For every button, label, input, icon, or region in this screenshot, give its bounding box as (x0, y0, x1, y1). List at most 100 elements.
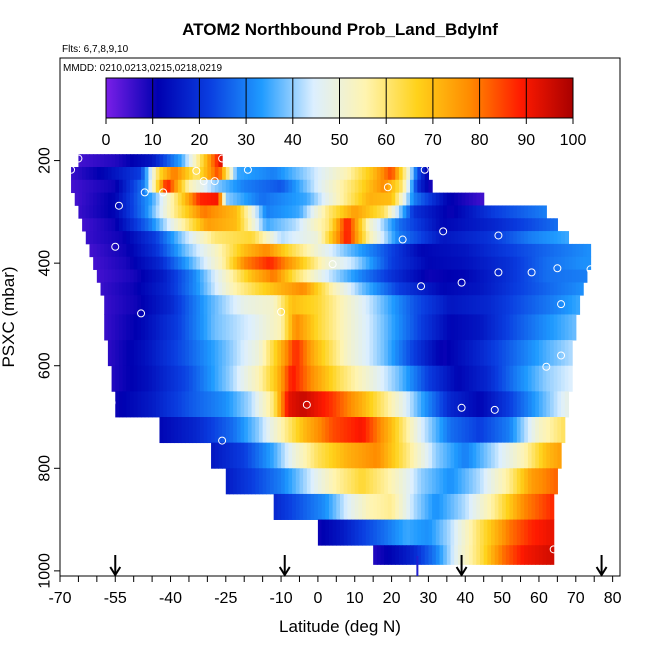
heatmap-cell (465, 493, 470, 520)
heatmap-cell (424, 468, 430, 495)
heatmap-cell (395, 218, 400, 232)
heatmap-cell (340, 519, 345, 546)
heatmap-cell (472, 269, 477, 283)
heatmap-cell (306, 218, 312, 232)
heatmap-cell (170, 340, 175, 367)
heatmap-cell (380, 545, 385, 565)
heatmap-cell (476, 282, 481, 296)
heatmap-cell (240, 243, 245, 258)
heatmap-cell (413, 218, 418, 232)
heatmap-cell (553, 231, 558, 245)
heatmap-cell (251, 192, 256, 206)
heatmap-cell (340, 179, 345, 194)
heatmap-cell (273, 179, 278, 194)
heatmap-cell (336, 231, 341, 245)
heatmap-cell (538, 218, 544, 232)
heatmap-cell (71, 166, 76, 181)
sample-marker (586, 265, 595, 274)
heatmap-cell (491, 231, 496, 245)
heatmap-cell (222, 282, 227, 296)
heatmap-cell (446, 282, 452, 296)
heatmap-cell (126, 205, 131, 219)
heatmap-cell (244, 192, 249, 206)
heatmap-cell (428, 391, 433, 418)
heatmap-cell (104, 314, 109, 341)
heatmap-cell (358, 192, 363, 206)
heatmap-cell (170, 269, 175, 283)
heatmap-cell (233, 179, 238, 194)
heatmap-cell (457, 493, 463, 520)
heatmap-cell (229, 340, 234, 367)
heatmap-cell (491, 493, 496, 520)
heatmap-cell (214, 340, 220, 367)
heatmap-cell (292, 493, 297, 520)
heatmap-cell (498, 269, 503, 283)
heatmap-cell (292, 243, 297, 258)
heatmap-cell (538, 295, 544, 315)
heatmap-cell (465, 545, 470, 565)
heatmap-cell (211, 442, 216, 469)
heatmap-cell (222, 231, 227, 245)
heatmap-cell (148, 282, 153, 296)
heatmap-cell (89, 231, 94, 245)
heatmap-cell (214, 442, 220, 469)
heatmap-cell (498, 442, 503, 469)
heatmap-cell (159, 295, 164, 315)
heatmap-cell (450, 256, 455, 270)
heatmap-cell (148, 314, 153, 341)
heatmap-cell (325, 205, 330, 219)
heatmap-cell (373, 256, 378, 270)
heatmap-cell (505, 256, 511, 270)
heatmap-cell (233, 243, 238, 258)
heatmap-cell (553, 468, 558, 495)
heatmap-cell (159, 391, 164, 418)
heatmap-cell (78, 192, 83, 206)
heatmap-cell (277, 269, 282, 283)
heatmap-cell (284, 391, 290, 418)
heatmap-cell (174, 218, 179, 232)
heatmap-cell (295, 468, 301, 495)
heatmap-cell (163, 218, 168, 232)
heatmap-cell (413, 205, 418, 219)
heatmap-cell (170, 243, 175, 258)
heatmap-cell (432, 417, 437, 444)
heatmap-cell (295, 218, 301, 232)
heatmap-cell (314, 314, 319, 341)
heatmap-cell (513, 314, 518, 341)
heatmap-cell (299, 243, 304, 258)
heatmap-cell (288, 218, 293, 232)
heatmap-cell (155, 179, 161, 194)
heatmap-cell (181, 256, 186, 270)
heatmap-cell (137, 340, 142, 367)
heatmap-cell (347, 205, 352, 219)
heatmap-cell (255, 256, 260, 270)
heatmap-cell (432, 282, 437, 296)
heatmap-cell (306, 493, 312, 520)
heatmap-cell (251, 391, 256, 418)
heatmap-cell (505, 314, 511, 341)
heatmap-cell (332, 282, 337, 296)
sample-marker (557, 351, 566, 360)
heatmap-cell (111, 205, 116, 219)
heatmap-cell (247, 340, 253, 367)
heatmap-cell (258, 442, 264, 469)
heatmap-cell (376, 166, 382, 181)
heatmap-cell (546, 468, 551, 495)
heatmap-cell (236, 218, 242, 232)
heatmap-cell (461, 391, 466, 418)
heatmap-cell (240, 417, 245, 444)
heatmap-cell (277, 166, 282, 181)
heatmap-cell (118, 205, 124, 219)
heatmap-cell (299, 231, 304, 245)
heatmap-cell (365, 468, 371, 495)
heatmap-cell (130, 166, 135, 181)
heatmap-cell (373, 295, 378, 315)
heatmap-cell (148, 391, 153, 418)
sample-marker (302, 400, 311, 409)
heatmap-cell (524, 231, 529, 245)
heatmap-cell (163, 295, 168, 315)
heatmap-cell (428, 205, 433, 219)
heatmap-cell (236, 365, 242, 392)
heatmap-cell (561, 282, 566, 296)
heatmap-cell (93, 243, 98, 258)
